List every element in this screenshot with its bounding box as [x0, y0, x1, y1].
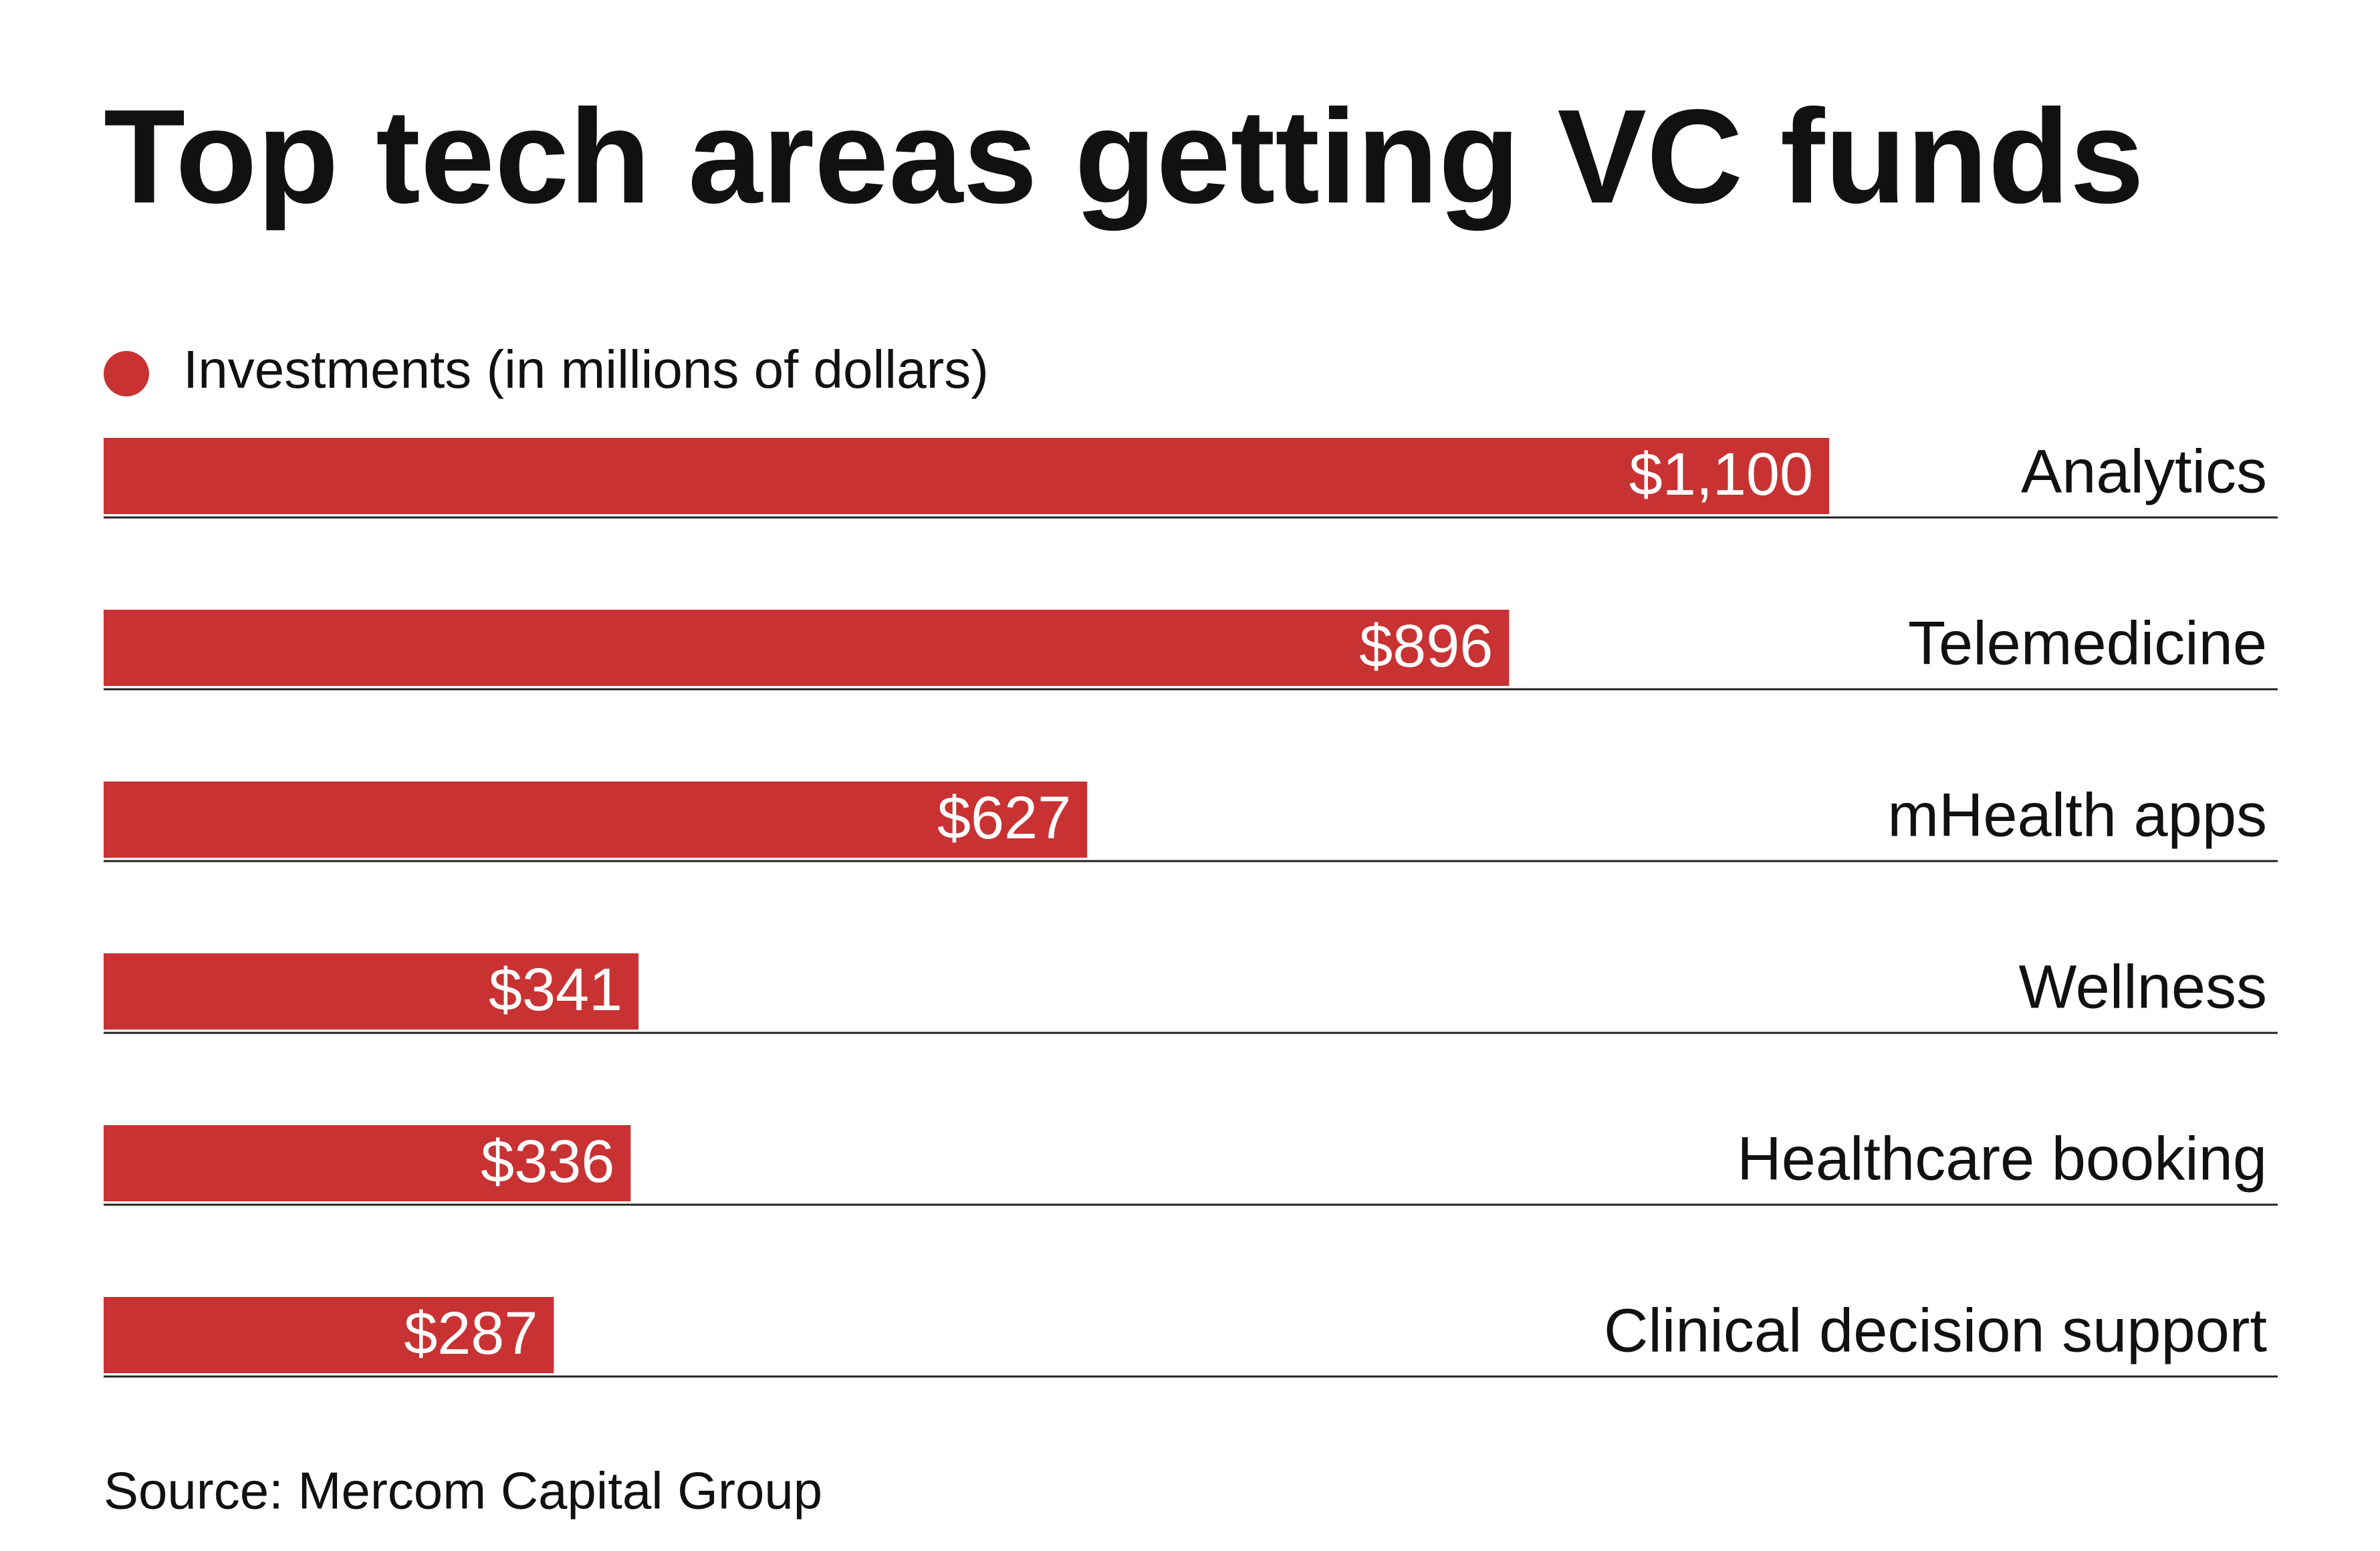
- category-label: mHealth apps: [1887, 781, 2267, 849]
- category-label: Clinical decision support: [1604, 1296, 2267, 1364]
- bar: [104, 438, 1829, 514]
- value-label: $341: [489, 957, 622, 1024]
- value-label: $1,100: [1629, 441, 1813, 508]
- legend-label: Investments (in millions of dollars): [183, 340, 989, 399]
- bar: [104, 953, 639, 1030]
- value-label: $336: [481, 1128, 614, 1195]
- bar: [104, 782, 1088, 858]
- bar: [104, 610, 1510, 686]
- category-label: Telemedicine: [1908, 609, 2267, 677]
- category-label: Wellness: [2018, 953, 2267, 1021]
- value-label: $287: [404, 1300, 538, 1367]
- bar: [104, 1297, 554, 1373]
- source: Source: Mercom Capital Group: [104, 1461, 822, 1520]
- category-label: Analytics: [2021, 437, 2267, 505]
- value-label: $896: [1359, 613, 1493, 680]
- chart-title: Top tech areas getting VC funds: [104, 82, 2144, 231]
- category-label: Healthcare booking: [1737, 1124, 2267, 1193]
- value-label: $627: [937, 785, 1071, 852]
- legend-marker: [104, 351, 149, 396]
- bar: [104, 1125, 631, 1201]
